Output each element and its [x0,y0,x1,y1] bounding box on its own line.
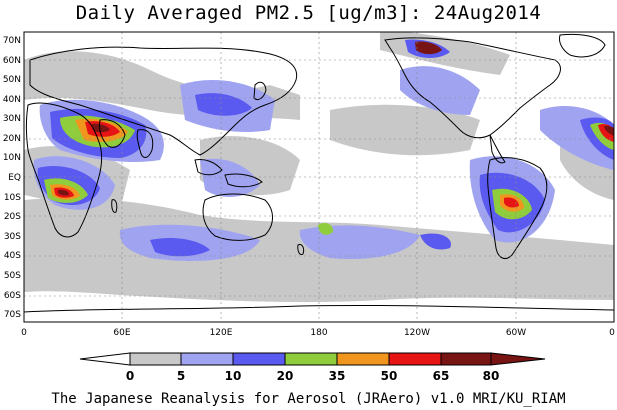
map-frame [23,31,615,323]
colorbar-label: 50 [381,369,398,383]
lon-label: 120W [404,328,430,338]
lat-label: 10N [3,153,21,163]
lat-label: 70N [3,36,21,46]
lat-label: EQ [8,173,21,183]
lat-label: 30S [4,232,21,242]
lat-label: 50S [4,271,21,281]
colorbar-swatch [440,352,492,366]
colorbar: 0 5 10 20 35 50 65 80 [79,352,546,383]
lat-label: 60S [4,291,21,301]
lat-label: 70S [4,310,21,320]
lon-label: 0 [21,328,27,338]
latitude-axis: 70N 60N 50N 40N 30N 20N 10N EQ 10S 20S 3… [3,36,21,320]
colorbar-min-arrow [79,352,131,366]
colorbar-max-arrow [490,352,546,366]
lat-label: 20N [3,134,21,144]
lat-label: 40N [3,95,21,105]
colorbar-label: 35 [329,369,346,383]
lon-label: 180 [310,328,327,338]
lon-label: 60W [506,328,526,338]
colorbar-swatch [336,352,390,366]
lon-label: 0 [609,328,615,338]
colorbar-label: 10 [225,369,242,383]
level-over-80 [58,41,614,196]
graticule [24,32,614,322]
colorbar-swatch [388,352,442,366]
lat-label: 40S [4,251,21,261]
lat-label: 60N [3,56,21,66]
colorbar-label: 5 [177,369,185,383]
concentration-field [24,32,614,322]
colorbar-label: 20 [277,369,294,383]
colorbar-label: 80 [483,369,500,383]
lon-label: 60E [113,328,130,338]
lat-label: 20S [4,212,21,222]
colorbar-label: 0 [126,369,134,383]
colorbar-swatch [284,352,338,366]
lon-label: 120E [210,328,233,338]
colorbar-swatch [232,352,286,366]
colorbar-swatch [129,352,182,366]
coastlines [24,33,614,313]
lat-label: 30N [3,114,21,124]
colorbar-swatch [180,352,234,366]
lat-label: 50N [3,75,21,85]
map-title: Daily Averaged PM2.5 [ug/m3]: 24Aug2014 [75,2,542,24]
credit-line: The Japanese Reanalysis for Aerosol (JRA… [51,391,566,407]
longitude-axis: 0 60E 120E 180 120W 60W 0 [21,328,615,338]
colorbar-label: 65 [433,369,450,383]
lat-label: 10S [4,193,21,203]
